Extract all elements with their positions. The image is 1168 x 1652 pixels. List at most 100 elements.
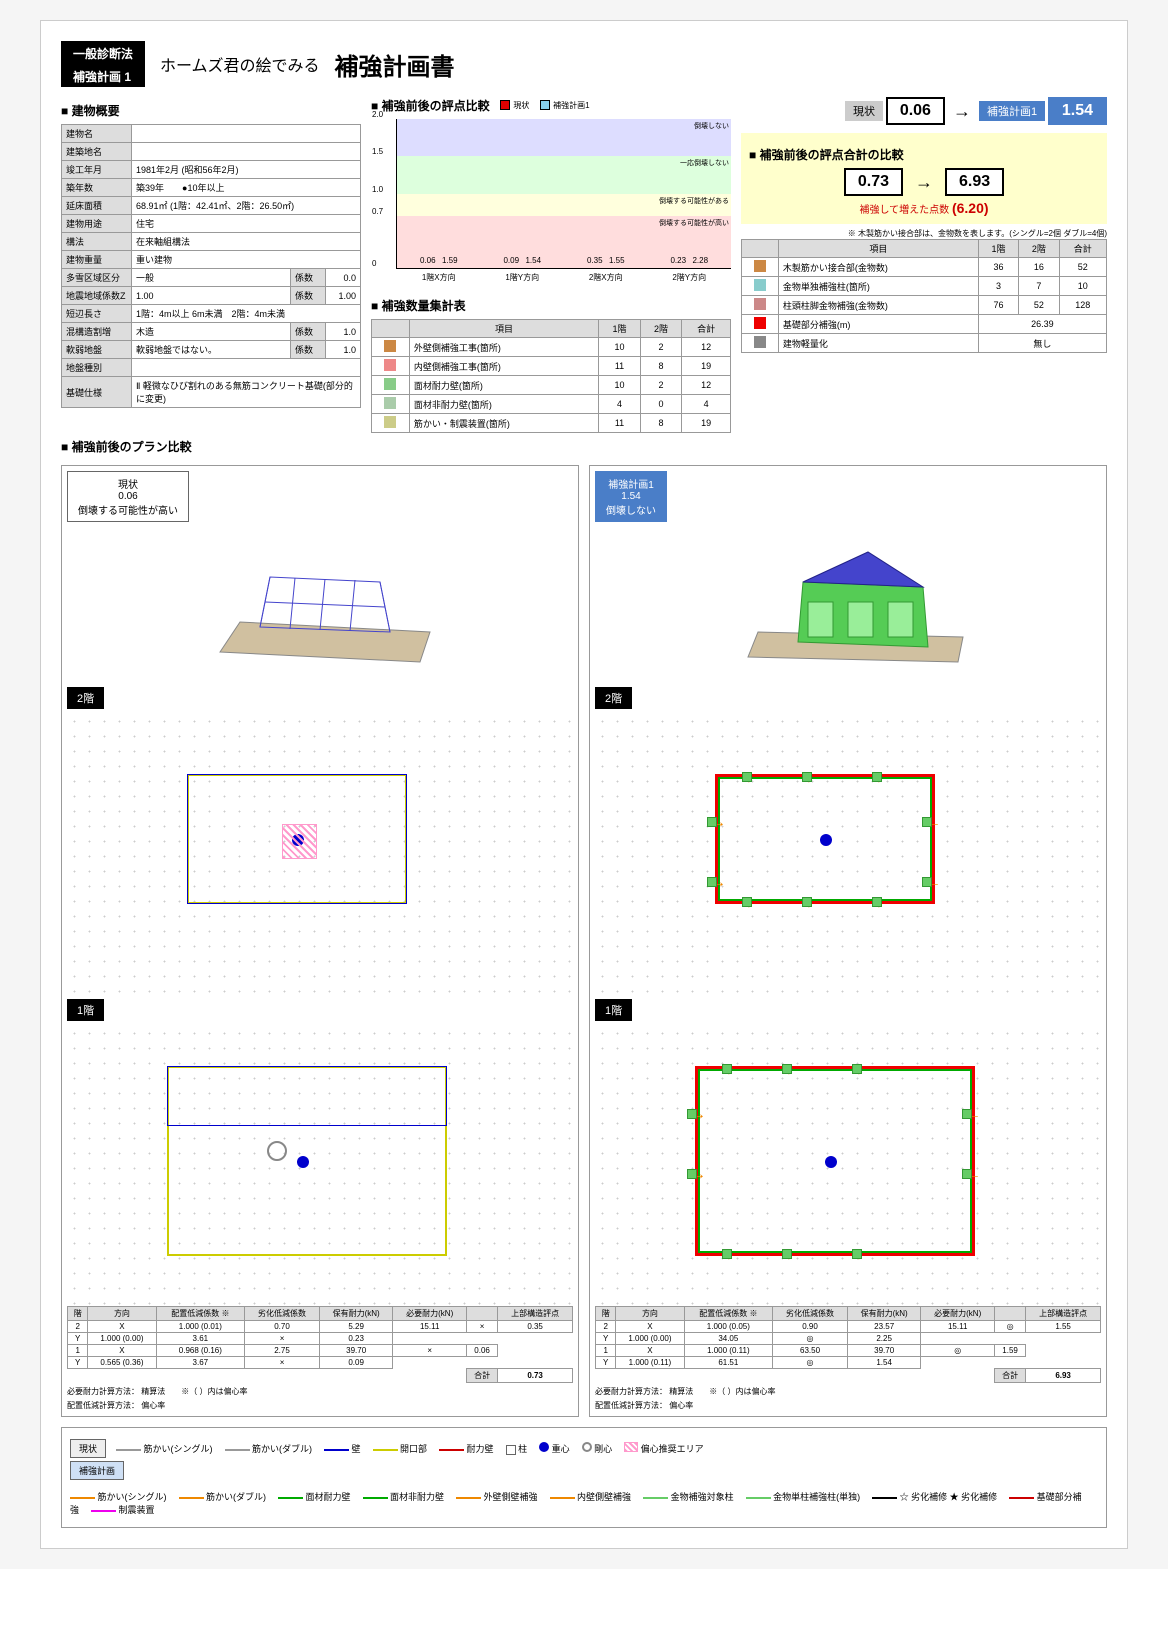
floorplan-reinforced-1f: ↓↓↓↑↑↑→→←← [595,1026,1101,1306]
badge-method: 一般診断法 [61,41,145,66]
score-chart: 倒壊する可能性が高い倒壊する可能性がある一応倒壊しない倒壊しない 0.06 1.… [396,119,731,269]
legend-item: 外壁側壁補強 [456,1492,538,1502]
legend-item: 金物補強対象柱 [643,1492,734,1502]
table-row: 筋かい・制震装置(箇所)11819 [372,414,731,433]
floorplan-current-2f [67,714,573,994]
footnote: 配置低減計算方法： 偏心率 [595,1400,1101,1411]
arrow-icon: → [953,101,971,122]
items-table: 項目1階2階合計木製筋かい接合部(金物数)361652金物単独補強柱(箇所)37… [741,239,1107,353]
legend: 現状 筋かい(シングル) 筋かい(ダブル) 壁 開口部 耐力壁 柱 重心 剛心 … [61,1427,1107,1528]
table-row: Y0.565 (0.36)3.67×0.09 [68,1357,573,1369]
table-row: 竣工年月1981年2月 (昭和56年2月) [62,161,361,179]
table-row: 築年数築39年 ●10年以上 [62,179,361,197]
plan-reinforced: 補強計画1 1.54 倒壊しない 2階 ↓↓↓ [589,465,1107,1417]
table-row: 混構造割増木造係数1.0 [62,323,361,341]
table-row: 1X1.000 (0.11)63.5039.70◎1.59 [596,1345,1101,1357]
render-current [67,522,573,682]
table-row: Y1.000 (0.00)34.05◎2.25 [596,1333,1101,1345]
collect-title: ■ 補強数量集計表 [371,297,731,314]
table-row: 1X0.968 (0.16)2.7539.70×0.06 [68,1345,573,1357]
table-row: 2X1.000 (0.05)0.9023.5715.11◎1.55 [596,1321,1101,1333]
legend-item: 内壁側壁補強 [550,1492,632,1502]
legend-plan: 補強計画1 [540,100,589,111]
floor-label-2f: 2階 [67,687,104,709]
footnote: 必要耐力計算方法： 精算法 ※（ ）内は偏心率 [67,1386,573,1397]
table-row: 木製筋かい接合部(金物数)361652 [742,258,1107,277]
legend-item: 偏心推奨エリア [624,1444,704,1454]
legend-item: ☆ 劣化補修 ★ 劣化補修 [872,1492,997,1502]
collect-table: 項目1階2階合計外壁側補強工事(箇所)10212内壁側補強工事(箇所)11819… [371,319,731,433]
table-row: 建築地名 [62,143,361,161]
table-row: 基礎部分補強(m)26.39 [742,315,1107,334]
plan-label: 補強計画1 [979,101,1045,121]
collect-note: ※ 木製筋かい接合部は、金物数を表します。(シングル=2個 ダブル=4個) [741,228,1107,239]
compare-title: ■ 補強前後の評点合計の比較 [749,146,1099,163]
footnote: 必要耐力計算方法： 精算法 ※（ ）内は偏心率 [595,1386,1101,1397]
legend-item: 制震装置 [91,1505,155,1515]
legend-item: 面材非耐力壁 [363,1492,445,1502]
legend-item: 金物単柱補強柱(単独) [746,1492,861,1502]
floor-label-1f: 1階 [67,999,104,1021]
delta-value: (6.20) [952,200,989,216]
table-row: Y1.000 (0.00)3.61×0.23 [68,1333,573,1345]
delta-label: 補強して増えた点数 [859,205,949,216]
legend-item: 筋かい(シングル) [116,1444,213,1454]
legend-item: 開口部 [373,1444,428,1454]
title: 補強計画書 [335,47,455,82]
legend-tag-plan: 補強計画 [70,1461,124,1480]
table-row: 柱頭柱脚金物補強(金物数)7652128 [742,296,1107,315]
subtitle: ホームズ君の絵でみる [160,52,320,76]
current-score: 0.06 [886,97,945,125]
overview-title: ■ 建物概要 [61,102,361,119]
legend-item: 面材耐力壁 [278,1492,351,1502]
floorplan-current-1f [67,1026,573,1306]
eval-table-current: 階方向配置低減係数 ※劣化低減係数保有耐力(kN)必要耐力(kN)上部構造評点2… [67,1306,573,1383]
current-label: 現状 [845,101,883,121]
floor-label-2f: 2階 [595,687,632,709]
table-row: Y1.000 (0.11)61.51◎1.54 [596,1357,1101,1369]
table-row: 建物軽量化無し [742,334,1107,353]
table-row: 2X1.000 (0.01)0.705.2915.11×0.35 [68,1321,573,1333]
badge-plan: 補強計画 1 [61,66,145,87]
legend-item: 筋かい(ダブル) [179,1492,267,1502]
table-row: 面材耐力壁(箇所)10212 [372,376,731,395]
header: 一般診断法 補強計画 1 ホームズ君の絵でみる 補強計画書 [61,41,1107,87]
overview-table: 建物名建築地名竣工年月1981年2月 (昭和56年2月)築年数築39年 ●10年… [61,124,361,408]
table-row: 面材非耐力壁(箇所)404 [372,395,731,414]
render-reinforced [595,522,1101,682]
table-row: 軟弱地盤軟弱地盤ではない。係数1.0 [62,341,361,359]
legend-item: 壁 [324,1444,361,1454]
footnote: 配置低減計算方法： 偏心率 [67,1400,573,1411]
compare-box: ■ 補強前後の評点合計の比較 0.73 → 6.93 補強して増えた点数 (6.… [741,133,1107,224]
table-row: 延床面積68.91㎡ (1階：42.41㎡、2階：26.50㎡) [62,197,361,215]
legend-item: 耐力壁 [439,1444,494,1454]
table-row: 多雪区域区分一般係数0.0 [62,269,361,287]
legend-tag-current: 現状 [70,1439,106,1458]
legend-item: 筋かい(ダブル) [225,1444,313,1454]
table-row: 地盤種別 [62,359,361,377]
after-score: 6.93 [945,168,1004,196]
table-row: 基礎仕様Ⅱ 軽微なひび割れのある無筋コンクリート基礎(部分的に変更) [62,377,361,408]
table-row: 内壁側補強工事(箇所)11819 [372,357,731,376]
chart-title: ■ 補強前後の評点比較 [371,99,490,113]
plan-score: 1.54 [1048,97,1107,125]
plan-current-header: 現状 0.06 倒壊する可能性が高い [67,471,189,522]
legend-current: 現状 [500,100,529,111]
floor-label-1f: 1階 [595,999,632,1021]
plan-compare-title: ■ 補強前後のプラン比較 [61,438,1107,455]
table-row: 構法在来軸組構法 [62,233,361,251]
legend-item: 筋かい(シングル) [70,1492,167,1502]
table-row: 建物名 [62,125,361,143]
floorplan-reinforced-2f: ↓↓↓↑↑↑→→←← [595,714,1101,994]
eval-table-reinforced: 階方向配置低減係数 ※劣化低減係数保有耐力(kN)必要耐力(kN)上部構造評点2… [595,1306,1101,1383]
table-row: 短辺長さ1階：4m以上 6m未満 2階：4m未満 [62,305,361,323]
table-row: 建物重量重い建物 [62,251,361,269]
legend-item: 重心 [539,1444,570,1454]
table-row: 金物単独補強柱(箇所)3710 [742,277,1107,296]
plan-current: 現状 0.06 倒壊する可能性が高い 2階 [61,465,579,1417]
table-row: 建物用途住宅 [62,215,361,233]
table-row: 外壁側補強工事(箇所)10212 [372,338,731,357]
arrow-icon: → [915,172,933,193]
legend-item: 柱 [506,1444,528,1454]
score-row: 現状 0.06 → 補強計画1 1.54 [741,97,1107,125]
